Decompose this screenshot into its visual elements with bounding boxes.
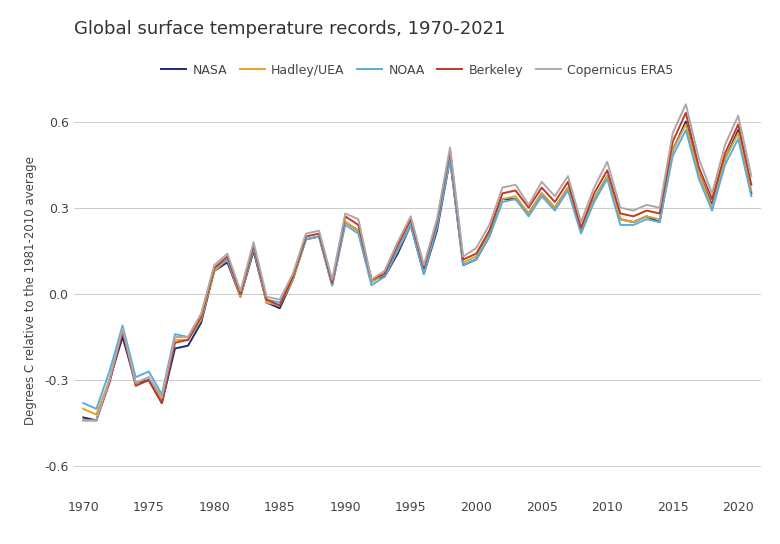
Berkeley [484,227,494,234]
Text: Global surface temperature records, 1970-2021: Global surface temperature records, 1970… [74,20,505,38]
Hadley/UEA [524,210,534,217]
NOAA [406,222,416,228]
Berkeley [314,230,324,237]
Line: NOAA: NOAA [83,130,751,409]
NASA [406,222,416,228]
Copernicus ERA5 [511,182,520,188]
NOAA [681,127,690,133]
Copernicus ERA5 [484,222,494,228]
Hadley/UEA [498,196,507,202]
Berkeley [681,110,690,116]
NOAA [498,199,507,205]
Berkeley [746,182,756,188]
Hadley/UEA [92,411,101,418]
Copernicus ERA5 [79,417,88,424]
NOAA [445,156,455,162]
NOAA [144,368,154,375]
NASA [498,196,507,202]
NOAA [746,193,756,200]
NASA [445,156,455,162]
Hadley/UEA [144,374,154,380]
Berkeley [131,382,140,389]
Line: Copernicus ERA5: Copernicus ERA5 [83,104,751,421]
Copernicus ERA5 [707,190,717,196]
Copernicus ERA5 [393,239,402,245]
NOAA [328,282,337,288]
Berkeley [393,242,402,248]
NASA [328,282,337,288]
NOAA [79,400,88,406]
Legend: NASA, Hadley/UEA, NOAA, Berkeley, Copernicus ERA5: NASA, Hadley/UEA, NOAA, Berkeley, Copern… [157,59,678,82]
Line: Berkeley: Berkeley [83,113,751,421]
Berkeley [707,196,717,202]
Hadley/UEA [746,187,756,194]
Copernicus ERA5 [681,101,690,108]
Copernicus ERA5 [746,173,756,180]
NASA [524,210,534,217]
Hadley/UEA [406,219,416,225]
Hadley/UEA [445,153,455,159]
Line: NASA: NASA [83,121,751,421]
NASA [79,414,88,421]
NASA [681,118,690,125]
Hadley/UEA [681,121,690,128]
NASA [144,377,154,384]
Y-axis label: Degrees C relative to the 1981-2010 average: Degrees C relative to the 1981-2010 aver… [24,157,37,425]
Berkeley [79,417,88,424]
Hadley/UEA [328,282,337,288]
Copernicus ERA5 [314,227,324,234]
Hadley/UEA [79,406,88,412]
Copernicus ERA5 [131,380,140,386]
NASA [746,190,756,196]
Line: Hadley/UEA: Hadley/UEA [83,125,751,415]
NASA [92,417,101,424]
Berkeley [511,187,520,194]
NOAA [92,406,101,412]
NOAA [524,213,534,220]
